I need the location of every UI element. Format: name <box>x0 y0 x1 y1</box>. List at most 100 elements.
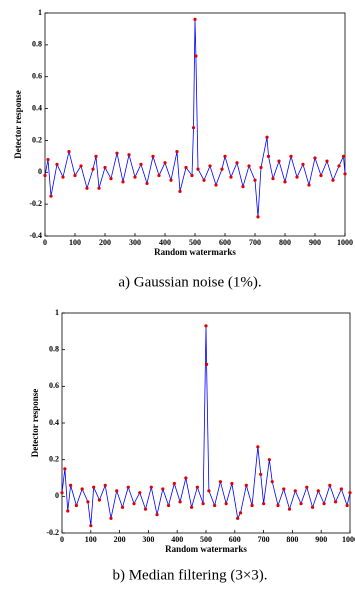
data-point <box>115 489 119 493</box>
data-point <box>283 180 287 184</box>
y-axis-label: Detector response <box>13 90 23 158</box>
data-point <box>151 154 155 158</box>
data-point <box>250 503 254 508</box>
data-point <box>55 162 59 166</box>
y-tick-label: 0.6 <box>49 381 59 390</box>
data-point <box>97 186 101 190</box>
data-point <box>149 485 153 489</box>
data-point <box>301 162 305 166</box>
data-point <box>66 509 70 513</box>
data-point <box>97 498 102 502</box>
data-point <box>120 505 125 509</box>
data-point <box>343 172 347 176</box>
data-point <box>266 154 271 158</box>
data-point <box>163 161 167 165</box>
data-point <box>60 491 64 495</box>
x-tick-label: 0 <box>43 238 47 247</box>
x-tick-label: 900 <box>309 238 321 247</box>
y-tick-label: 0.2 <box>32 135 42 144</box>
data-point <box>262 502 266 506</box>
y-tick-label: 0.2 <box>49 454 59 463</box>
data-point <box>145 181 149 186</box>
data-line <box>61 325 351 526</box>
x-tick-label: 300 <box>129 238 141 247</box>
x-tick-label: 600 <box>229 535 241 544</box>
data-point <box>276 503 280 508</box>
data-point <box>208 164 212 168</box>
data-point <box>247 164 251 168</box>
data-point <box>74 503 78 508</box>
data-point <box>196 167 200 171</box>
data-point <box>316 489 320 493</box>
y-tick-label: 0.4 <box>32 103 42 112</box>
data-point <box>204 362 209 366</box>
data-point <box>89 524 93 528</box>
data-point <box>73 173 77 178</box>
x-tick-label: 500 <box>189 238 201 247</box>
data-point <box>178 189 182 193</box>
x-axis-label: Random watermarks <box>165 544 247 554</box>
data-point <box>79 164 83 168</box>
data-point <box>259 165 263 170</box>
data-point <box>190 173 194 178</box>
data-point <box>91 167 95 171</box>
data-point <box>328 483 332 487</box>
data-point <box>157 173 161 178</box>
data-point <box>67 149 71 154</box>
data-point <box>337 164 341 168</box>
data-point <box>143 507 148 511</box>
data-point <box>191 126 196 130</box>
y-tick-label: 0 <box>38 167 42 176</box>
data-point <box>282 487 286 491</box>
data-point <box>235 161 239 165</box>
x-tick-label: 800 <box>279 238 291 247</box>
data-point <box>229 175 233 179</box>
data-point <box>213 503 217 508</box>
data-point <box>94 154 98 158</box>
data-point <box>115 151 119 155</box>
data-point <box>166 503 171 508</box>
data-point <box>194 54 198 58</box>
x-tick-label: 1000 <box>342 535 355 544</box>
data-point <box>109 177 113 181</box>
data-point <box>126 485 130 489</box>
data-point <box>299 502 303 506</box>
data-point <box>310 505 315 509</box>
data-point <box>201 502 205 506</box>
data-point <box>238 511 243 515</box>
data-point <box>345 503 349 508</box>
x-tick-label: 300 <box>142 535 154 544</box>
y-tick-label: 0.8 <box>32 40 42 49</box>
data-point <box>43 173 47 178</box>
x-tick-label: 800 <box>286 535 298 544</box>
data-point <box>218 480 222 484</box>
x-tick-label: 500 <box>200 535 212 544</box>
data-point <box>293 489 297 493</box>
data-point <box>133 175 137 179</box>
y-tick-label: 1 <box>38 8 42 17</box>
data-line <box>44 19 346 217</box>
caption: b) Median filtering (3×3). <box>112 567 267 583</box>
data-point <box>103 483 107 487</box>
y-tick-label: -0.2 <box>29 199 42 208</box>
data-point <box>305 485 309 489</box>
x-tick-label: 400 <box>159 238 171 247</box>
x-tick-label: 0 <box>60 535 64 544</box>
data-point <box>236 516 240 520</box>
x-axis-label: Random watermarks <box>154 247 236 257</box>
data-point <box>169 178 173 182</box>
data-point <box>267 458 271 462</box>
data-point <box>334 500 338 504</box>
x-tick-label: 1000 <box>337 238 353 247</box>
data-point <box>86 500 90 504</box>
data-point <box>313 156 317 160</box>
x-tick-label: 200 <box>114 535 126 544</box>
data-point <box>161 487 165 491</box>
data-point <box>69 483 73 487</box>
data-point <box>214 183 218 187</box>
data-point <box>270 480 274 484</box>
data-point <box>223 154 227 158</box>
data-point <box>85 186 89 190</box>
x-tick-label: 200 <box>99 238 111 247</box>
data-point <box>331 178 335 182</box>
